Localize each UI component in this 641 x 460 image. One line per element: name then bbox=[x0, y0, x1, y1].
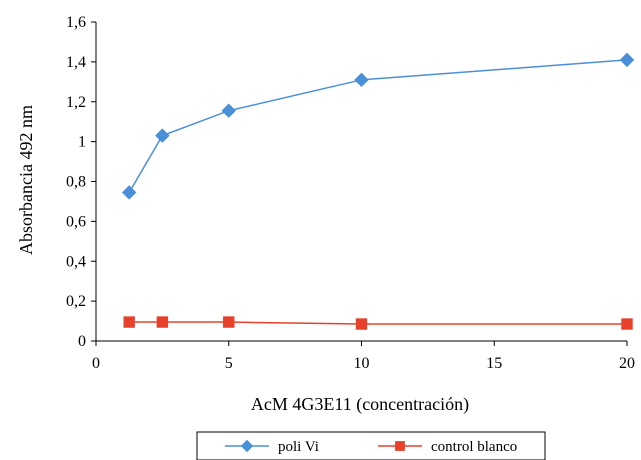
data-point-square bbox=[123, 316, 135, 328]
data-point-square bbox=[156, 316, 169, 328]
y-tick-label: 1,2 bbox=[66, 94, 86, 111]
legend-label: poli Vi bbox=[278, 439, 319, 455]
y-tick-label: 0,6 bbox=[66, 213, 86, 230]
legend: poli Vi control blanco bbox=[196, 431, 546, 460]
y-tick-label: 1 bbox=[78, 134, 86, 151]
x-axis: 0 5 10 15 20 bbox=[92, 340, 635, 372]
series-control-blanco bbox=[123, 316, 633, 330]
x-tick-label: 5 bbox=[225, 355, 233, 372]
data-point-square bbox=[621, 318, 633, 330]
series-poli-vi bbox=[121, 52, 635, 200]
data-point-square bbox=[223, 316, 235, 328]
x-tick-label: 15 bbox=[486, 355, 502, 372]
data-point-diamond bbox=[221, 103, 236, 118]
series-layer bbox=[121, 52, 635, 330]
y-tick-label: 0,2 bbox=[66, 293, 86, 310]
y-tick-label: 1,4 bbox=[66, 54, 86, 71]
x-tick-label: 20 bbox=[619, 355, 635, 372]
data-point-diamond bbox=[155, 128, 170, 143]
y-tick-label: 0 bbox=[78, 333, 86, 350]
x-tick-label: 10 bbox=[354, 355, 370, 372]
data-point-diamond bbox=[121, 185, 137, 200]
data-point-square bbox=[355, 318, 368, 330]
data-point-diamond bbox=[240, 439, 254, 453]
legend-item: poli Vi bbox=[225, 439, 319, 455]
y-tick-label: 0,4 bbox=[66, 253, 86, 270]
data-point-diamond bbox=[619, 52, 635, 68]
x-tick-label: 0 bbox=[92, 355, 100, 372]
series-line bbox=[128, 59, 628, 193]
legend-item: control blanco bbox=[378, 439, 517, 455]
x-axis-title: AcM 4G3E11 (concentración) bbox=[251, 394, 469, 415]
y-tick-label: 0,8 bbox=[66, 174, 86, 191]
data-point-square bbox=[395, 441, 405, 451]
legend-label: control blanco bbox=[431, 439, 517, 455]
series-line bbox=[129, 321, 627, 325]
data-point-diamond bbox=[354, 72, 369, 88]
y-tick-label: 1,6 bbox=[66, 14, 86, 31]
y-axis-title: Absorbancia 492 nm bbox=[16, 105, 36, 255]
y-axis: 0 0,2 0,4 0,6 0,8 1 1,2 1,4 1,6 bbox=[66, 14, 97, 350]
